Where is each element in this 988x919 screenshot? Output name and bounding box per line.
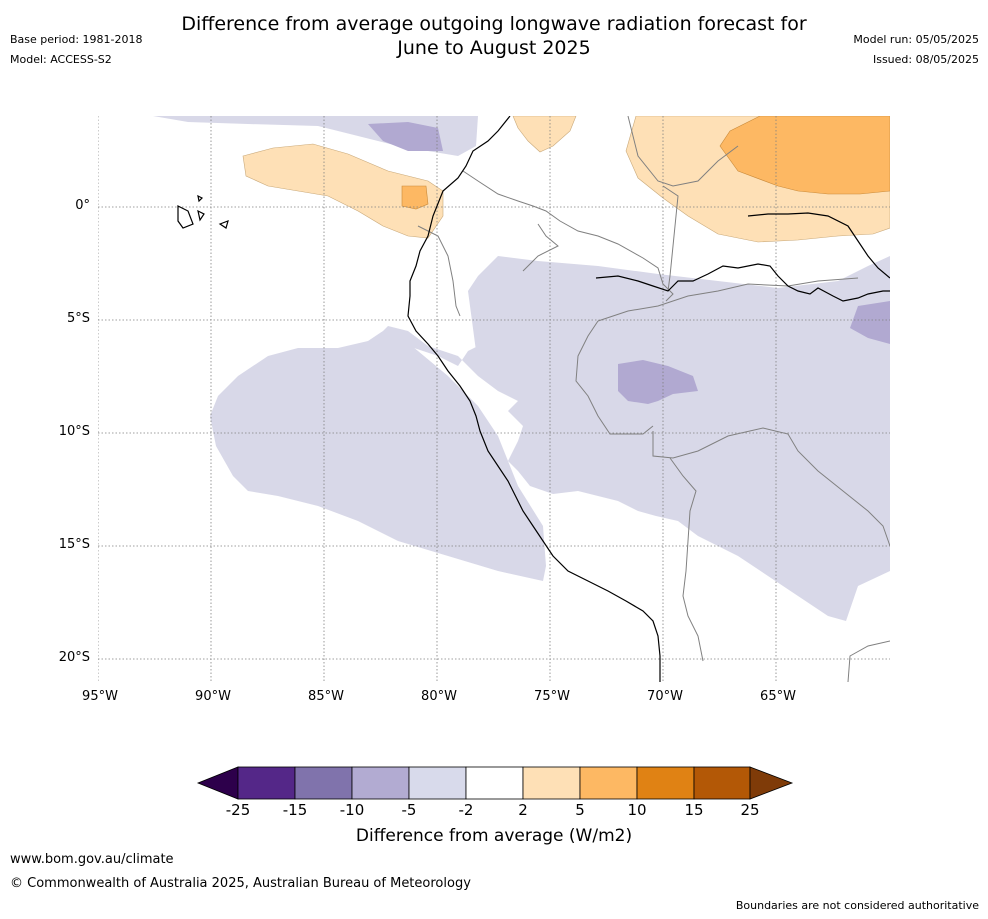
footer-disclaimer: Boundaries are not considered authoritat… bbox=[735, 899, 979, 912]
colorbar-tick: -10 bbox=[339, 801, 365, 819]
colorbar-bin-5 bbox=[465, 766, 524, 800]
map-canvas bbox=[98, 116, 890, 682]
colorbar-bin-1 bbox=[237, 766, 296, 800]
base-period: Base period: 1981-2018 bbox=[10, 33, 143, 46]
colorbar-tick: 2 bbox=[518, 801, 528, 819]
lon-label-85w: 85°W bbox=[308, 689, 344, 704]
colorbar-bin-3 bbox=[351, 766, 410, 800]
colorbar-bin-2 bbox=[294, 766, 353, 800]
country-borders bbox=[417, 116, 890, 682]
anomaly-region-light-orange-west bbox=[242, 143, 444, 239]
coastline bbox=[177, 116, 890, 682]
lat-label-15s: 15°S bbox=[58, 537, 90, 552]
colorbar-tick: 5 bbox=[575, 801, 585, 819]
issued-date: Issued: 08/05/2025 bbox=[872, 53, 979, 66]
colorbar-tick: -5 bbox=[401, 801, 417, 819]
lon-label-95w: 95°W bbox=[82, 689, 118, 704]
colorbar-tick: 25 bbox=[740, 801, 760, 819]
metadata-left: Base period: 1981-2018 Model: ACCESS-S2 bbox=[10, 30, 142, 70]
anomaly-region-mid-purple-north bbox=[368, 122, 443, 151]
anomaly-region-mid-orange-small bbox=[401, 185, 429, 210]
model-run: Model run: 05/05/2025 bbox=[853, 33, 979, 46]
map-title: Difference from average outgoing longwav… bbox=[0, 12, 988, 60]
lon-label-80w: 80°W bbox=[421, 689, 457, 704]
colorbar-tick: -25 bbox=[225, 801, 251, 819]
lon-label-65w: 65°W bbox=[760, 689, 796, 704]
lat-label-5s: 5°S bbox=[66, 311, 90, 326]
colorbar-bin-4 bbox=[408, 766, 467, 800]
anomaly-region-light-purple-west bbox=[210, 326, 546, 581]
colorbar-tick: 15 bbox=[684, 801, 704, 819]
lat-label-20s: 20°S bbox=[58, 650, 90, 665]
model-name: Model: ACCESS-S2 bbox=[10, 53, 112, 66]
anomaly-region-mid-orange-east bbox=[719, 116, 890, 195]
metadata-right: Model run: 05/05/2025 Issued: 08/05/2025 bbox=[853, 30, 979, 70]
colorbar-graphic bbox=[196, 766, 794, 800]
lon-label-75w: 75°W bbox=[534, 689, 570, 704]
map-gridlines bbox=[98, 116, 890, 682]
colorbar-extend-high bbox=[749, 766, 794, 800]
colorbar-extend-low bbox=[196, 766, 239, 800]
footer-website: www.bom.gov.au/climate bbox=[10, 852, 174, 867]
anomaly-region-mid-purple-center bbox=[618, 360, 698, 404]
title-line-1: Difference from average outgoing longwav… bbox=[181, 13, 807, 35]
forecast-map bbox=[98, 116, 890, 682]
anomaly-region-light-orange-north bbox=[512, 116, 577, 153]
anomaly-region-light-purple-main bbox=[388, 256, 890, 621]
colorbar-bin-8 bbox=[636, 766, 695, 800]
colorbar-bin-9 bbox=[693, 766, 751, 800]
anomaly-region-mid-purple-east bbox=[850, 301, 890, 344]
colorbar-tick: 10 bbox=[627, 801, 647, 819]
footer-copyright: © Commonwealth of Australia 2025, Austra… bbox=[10, 876, 471, 891]
lat-label-0: 0° bbox=[75, 198, 90, 213]
lon-label-70w: 70°W bbox=[647, 689, 683, 704]
colorbar-tick: -2 bbox=[458, 801, 474, 819]
colorbar-bin-7 bbox=[579, 766, 638, 800]
title-line-2: June to August 2025 bbox=[397, 37, 591, 59]
lon-label-90w: 90°W bbox=[195, 689, 231, 704]
colorbar-label: Difference from average (W/m2) bbox=[355, 826, 633, 846]
colorbar-bin-6 bbox=[522, 766, 581, 800]
colorbar-tick: -15 bbox=[282, 801, 308, 819]
lat-label-10s: 10°S bbox=[58, 424, 90, 439]
colorbar bbox=[196, 766, 794, 800]
